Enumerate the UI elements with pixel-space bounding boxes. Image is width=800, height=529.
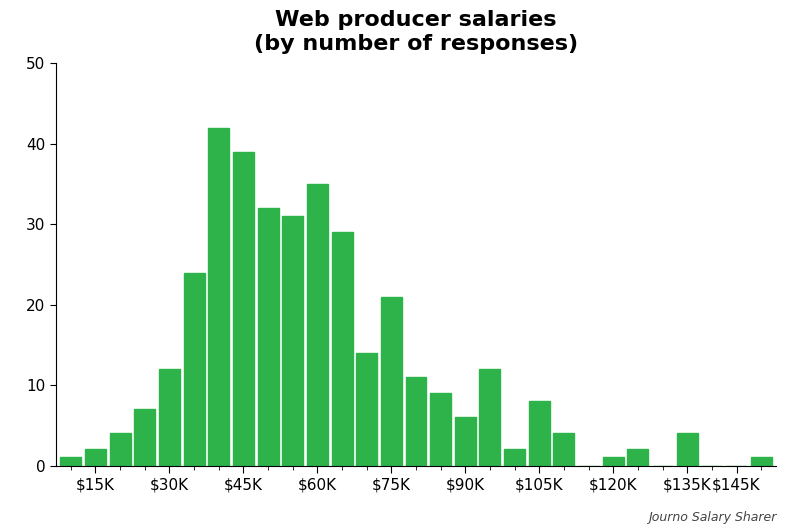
Bar [356, 353, 377, 466]
Bar [504, 450, 525, 466]
Title: Web producer salaries
(by number of responses): Web producer salaries (by number of resp… [254, 11, 578, 53]
Bar [455, 417, 476, 466]
Bar [184, 272, 205, 466]
Bar [110, 433, 130, 466]
Bar [208, 128, 230, 466]
Bar [282, 216, 303, 466]
Bar [85, 450, 106, 466]
Bar [307, 184, 328, 466]
Bar [258, 208, 278, 466]
Bar [529, 401, 550, 466]
Bar [60, 458, 82, 466]
Bar [602, 458, 624, 466]
Bar [479, 369, 501, 466]
Bar [430, 393, 451, 466]
Bar [554, 433, 574, 466]
Bar [406, 377, 426, 466]
Bar [134, 409, 155, 466]
Bar [331, 232, 353, 466]
Text: Journo Salary Sharer: Journo Salary Sharer [648, 510, 776, 524]
Bar [677, 433, 698, 466]
Bar [159, 369, 180, 466]
Bar [750, 458, 772, 466]
Bar [381, 297, 402, 466]
Bar [627, 450, 648, 466]
Bar [233, 152, 254, 466]
